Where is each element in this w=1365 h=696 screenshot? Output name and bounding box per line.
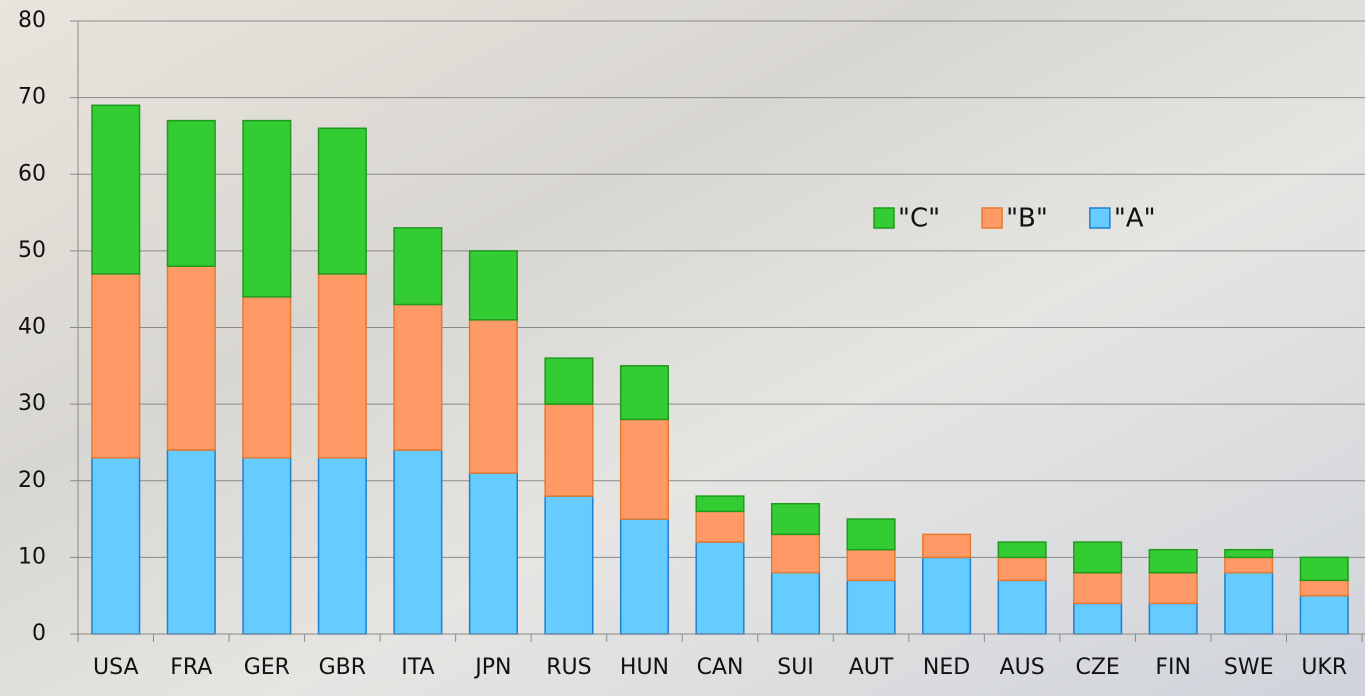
y-tick-label: 0 bbox=[32, 621, 46, 646]
bar-segment bbox=[998, 580, 1046, 634]
legend-swatch bbox=[1090, 208, 1110, 228]
x-tick-label: CAN bbox=[697, 655, 744, 680]
bar-segment bbox=[168, 266, 216, 450]
bar-segment bbox=[696, 496, 744, 511]
x-tick-label: AUS bbox=[1000, 655, 1045, 680]
legend-label: "B" bbox=[1006, 204, 1048, 234]
bar-segment bbox=[470, 251, 518, 320]
chart: 0 10 20 30 40 50 60 70 80 USA FRA GER GBR ITA JPN RUS HU… bbox=[0, 0, 1365, 696]
y-tick-label: 10 bbox=[18, 544, 46, 569]
bar-segment bbox=[1074, 542, 1122, 573]
bar-segment bbox=[243, 458, 291, 634]
bar-segment bbox=[772, 504, 820, 535]
bar-segment bbox=[847, 550, 895, 581]
bar-segment bbox=[319, 128, 367, 274]
x-tick-label: SWE bbox=[1224, 655, 1274, 680]
y-tick-label: 50 bbox=[18, 238, 46, 263]
bar-segment bbox=[772, 534, 820, 572]
bar-segment bbox=[1225, 557, 1273, 572]
legend-label: "A" bbox=[1114, 204, 1156, 234]
bar-segment bbox=[470, 473, 518, 634]
bar-segment bbox=[1300, 580, 1348, 595]
bar-segment bbox=[1225, 550, 1273, 558]
bar-segment bbox=[621, 519, 669, 634]
x-tick-label: FRA bbox=[170, 655, 212, 680]
bar-segment bbox=[696, 511, 744, 542]
bar-segment bbox=[545, 358, 593, 404]
x-tick-label: FIN bbox=[1155, 655, 1191, 680]
bar-segment bbox=[1074, 603, 1122, 634]
bar-segment bbox=[319, 458, 367, 634]
y-tick-label: 60 bbox=[18, 161, 46, 186]
bar-segment bbox=[998, 542, 1046, 557]
bar-segment bbox=[319, 274, 367, 458]
bar-segment bbox=[92, 458, 140, 634]
bar-segment bbox=[92, 274, 140, 458]
bar-segment bbox=[923, 557, 971, 634]
legend-swatch bbox=[982, 208, 1002, 228]
bar-segment bbox=[394, 305, 442, 451]
bar-segment bbox=[998, 557, 1046, 580]
bar-segment bbox=[1149, 603, 1197, 634]
x-tick-label: UKR bbox=[1301, 655, 1347, 680]
bar-segment bbox=[243, 297, 291, 458]
bar-segment bbox=[1149, 573, 1197, 604]
bar-segment bbox=[1074, 573, 1122, 604]
x-tick-label: GBR bbox=[319, 655, 366, 680]
bar-segment bbox=[621, 419, 669, 519]
y-tick-label: 40 bbox=[18, 315, 46, 340]
bar-segment bbox=[621, 366, 669, 420]
bar-segment bbox=[470, 320, 518, 473]
x-tick-label: USA bbox=[93, 655, 139, 680]
page: 0 10 20 30 40 50 60 70 80 USA FRA GER GBR ITA JPN RUS HU… bbox=[0, 0, 1365, 696]
bar-segment bbox=[847, 580, 895, 634]
legend-swatch bbox=[874, 208, 894, 228]
x-tick-label: NED bbox=[923, 655, 970, 680]
legend-label: "C" bbox=[898, 204, 940, 234]
y-tick-label: 30 bbox=[18, 391, 46, 416]
bar-segment bbox=[772, 573, 820, 634]
x-tick-label: ITA bbox=[401, 655, 434, 680]
bar-segment bbox=[545, 404, 593, 496]
y-tick-label: 70 bbox=[18, 85, 46, 110]
bar-segment bbox=[243, 121, 291, 297]
bar-segment bbox=[168, 450, 216, 634]
bar-segment bbox=[1225, 573, 1273, 634]
y-tick-label: 80 bbox=[18, 8, 46, 33]
bar-segment bbox=[923, 534, 971, 557]
x-tick-label: SUI bbox=[777, 655, 814, 680]
bar-segment bbox=[847, 519, 895, 550]
bar-segment bbox=[1149, 550, 1197, 573]
bar-segment bbox=[1300, 557, 1348, 580]
x-tick-label: GER bbox=[244, 655, 290, 680]
x-tick-label: JPN bbox=[473, 655, 511, 680]
bar-segment bbox=[545, 496, 593, 634]
bar-segment bbox=[394, 450, 442, 634]
x-tick-label: RUS bbox=[546, 655, 591, 680]
x-tick-label: AUT bbox=[849, 655, 894, 680]
bar-segment bbox=[168, 121, 216, 267]
y-tick-label: 20 bbox=[18, 468, 46, 493]
bar-segment bbox=[92, 105, 140, 274]
bar-segment bbox=[1300, 596, 1348, 634]
x-tick-label: HUN bbox=[620, 655, 669, 680]
bar-segment bbox=[696, 542, 744, 634]
bar-segment bbox=[394, 228, 442, 305]
x-tick-label: CZE bbox=[1075, 655, 1119, 680]
